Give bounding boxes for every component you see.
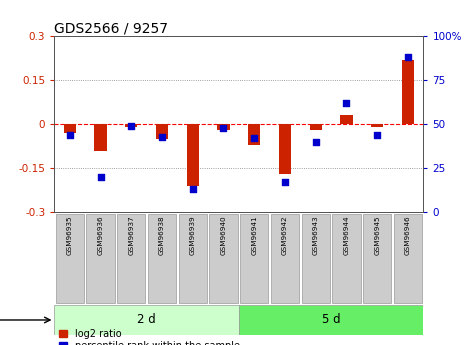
Bar xyxy=(95,124,107,150)
Point xyxy=(66,132,74,138)
Point xyxy=(219,125,227,130)
Text: GDS2566 / 9257: GDS2566 / 9257 xyxy=(54,21,168,35)
Point xyxy=(312,139,320,145)
Legend: log2 ratio, percentile rank within the sample: log2 ratio, percentile rank within the s… xyxy=(59,329,240,345)
Text: GSM96946: GSM96946 xyxy=(405,215,411,255)
FancyBboxPatch shape xyxy=(148,214,176,304)
Point xyxy=(251,136,258,141)
Point xyxy=(404,55,412,60)
FancyBboxPatch shape xyxy=(239,305,423,335)
Text: GSM96944: GSM96944 xyxy=(343,215,350,255)
Bar xyxy=(279,124,291,174)
FancyBboxPatch shape xyxy=(56,214,84,304)
Text: 2 d: 2 d xyxy=(137,314,156,326)
FancyBboxPatch shape xyxy=(271,214,299,304)
FancyBboxPatch shape xyxy=(302,214,330,304)
Text: GSM96936: GSM96936 xyxy=(97,215,104,255)
Point xyxy=(189,187,197,192)
Text: GSM96938: GSM96938 xyxy=(159,215,165,255)
Text: GSM96941: GSM96941 xyxy=(251,215,257,255)
Text: 5 d: 5 d xyxy=(322,314,341,326)
Bar xyxy=(341,115,353,124)
Point xyxy=(281,179,289,185)
Text: GSM96945: GSM96945 xyxy=(374,215,380,255)
Text: GSM96942: GSM96942 xyxy=(282,215,288,255)
Bar xyxy=(310,124,322,130)
Text: GSM96939: GSM96939 xyxy=(190,215,196,255)
FancyBboxPatch shape xyxy=(54,305,239,335)
Point xyxy=(96,174,104,180)
FancyBboxPatch shape xyxy=(394,214,422,304)
Point xyxy=(128,123,135,129)
Bar xyxy=(218,124,230,130)
Point xyxy=(158,134,166,139)
Bar xyxy=(63,124,76,133)
FancyBboxPatch shape xyxy=(87,214,114,304)
FancyBboxPatch shape xyxy=(333,214,360,304)
FancyBboxPatch shape xyxy=(363,214,391,304)
Text: GSM96935: GSM96935 xyxy=(67,215,73,255)
Bar xyxy=(186,124,199,186)
Point xyxy=(342,100,350,106)
Bar xyxy=(371,124,383,127)
Text: GSM96940: GSM96940 xyxy=(220,215,227,255)
Text: GSM96937: GSM96937 xyxy=(128,215,134,255)
Bar xyxy=(402,60,414,124)
Bar xyxy=(125,124,137,127)
Bar xyxy=(156,124,168,139)
FancyBboxPatch shape xyxy=(117,214,145,304)
Text: GSM96943: GSM96943 xyxy=(313,215,319,255)
FancyBboxPatch shape xyxy=(240,214,268,304)
FancyBboxPatch shape xyxy=(179,214,207,304)
Bar xyxy=(248,124,261,145)
FancyBboxPatch shape xyxy=(210,214,237,304)
Point xyxy=(374,132,381,138)
